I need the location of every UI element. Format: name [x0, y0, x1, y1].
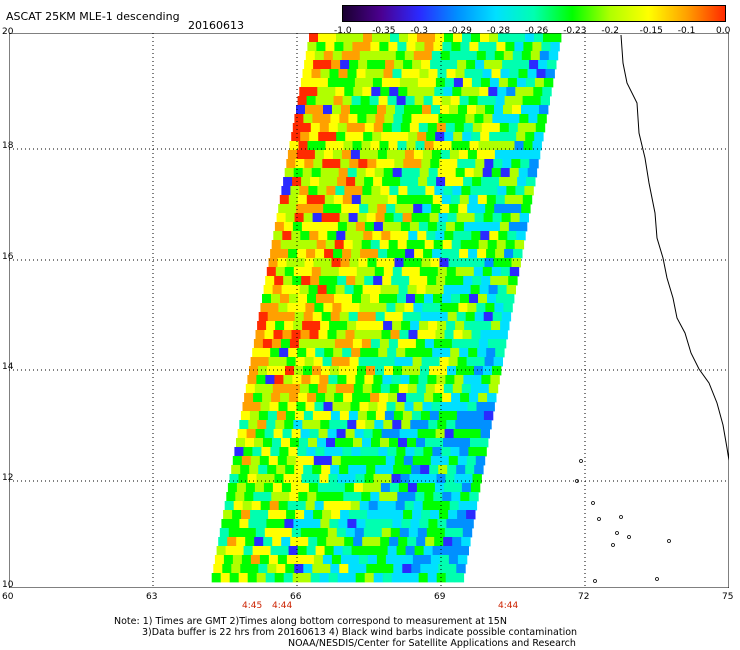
- lon-label-60: 60: [2, 592, 14, 602]
- lat-label-16: 16: [2, 252, 14, 262]
- gridlines: [9, 33, 729, 588]
- pass-time-3: 4:44: [498, 601, 519, 611]
- footnote-line-2: 3)Data buffer is 22 hrs from 20160613 4)…: [142, 627, 578, 638]
- map-title: ASCAT 25KM MLE-1 descending: [6, 10, 180, 23]
- colorbar-tick-label: -0.26: [525, 26, 549, 36]
- lon-label-72: 72: [578, 592, 590, 602]
- colorbar-tick-label: -0.15: [639, 26, 663, 36]
- colorbar-tick-label: -0.1: [677, 26, 696, 36]
- lat-label-18: 18: [2, 141, 14, 151]
- lon-label-66: 66: [290, 592, 302, 602]
- footnote: Note: 1) Times are GMT 2)Times along bot…: [114, 616, 577, 649]
- colorbar-tick-label: 0.0: [716, 26, 731, 36]
- lon-label-69: 69: [434, 592, 446, 602]
- colorbar-tick-label: -0.29: [448, 26, 472, 36]
- coastline: [575, 34, 729, 583]
- footnote-line-3: NOAA/NESDIS/Center for Satellite Applica…: [288, 638, 576, 649]
- pass-time-2: 4:44: [272, 601, 293, 611]
- lat-label-10: 10: [2, 580, 14, 590]
- footnote-line-1: Note: 1) Times are GMT 2)Times along bot…: [114, 616, 507, 627]
- colorbar-tick-label: -0.23: [563, 26, 587, 36]
- pass-time-1: 4:45: [242, 601, 263, 611]
- lat-label-14: 14: [2, 362, 14, 372]
- map-plot: [9, 33, 729, 588]
- colorbar-tick-label: -0.28: [486, 26, 511, 36]
- colorbar-tick-label: -0.35: [372, 26, 396, 36]
- lon-label-75: 75: [722, 592, 734, 602]
- colorbar-tick-label: -0.3: [410, 26, 428, 36]
- lon-label-63: 63: [146, 592, 158, 602]
- lat-label-12: 12: [2, 473, 14, 483]
- colorbar: [342, 5, 726, 22]
- data-swath: [211, 33, 562, 583]
- lat-label-20: 20: [2, 27, 14, 37]
- colorbar-tick-label: -0.2: [601, 26, 619, 36]
- colorbar-tick-label: -1.0: [334, 26, 352, 36]
- map-date: 20160613: [188, 19, 244, 32]
